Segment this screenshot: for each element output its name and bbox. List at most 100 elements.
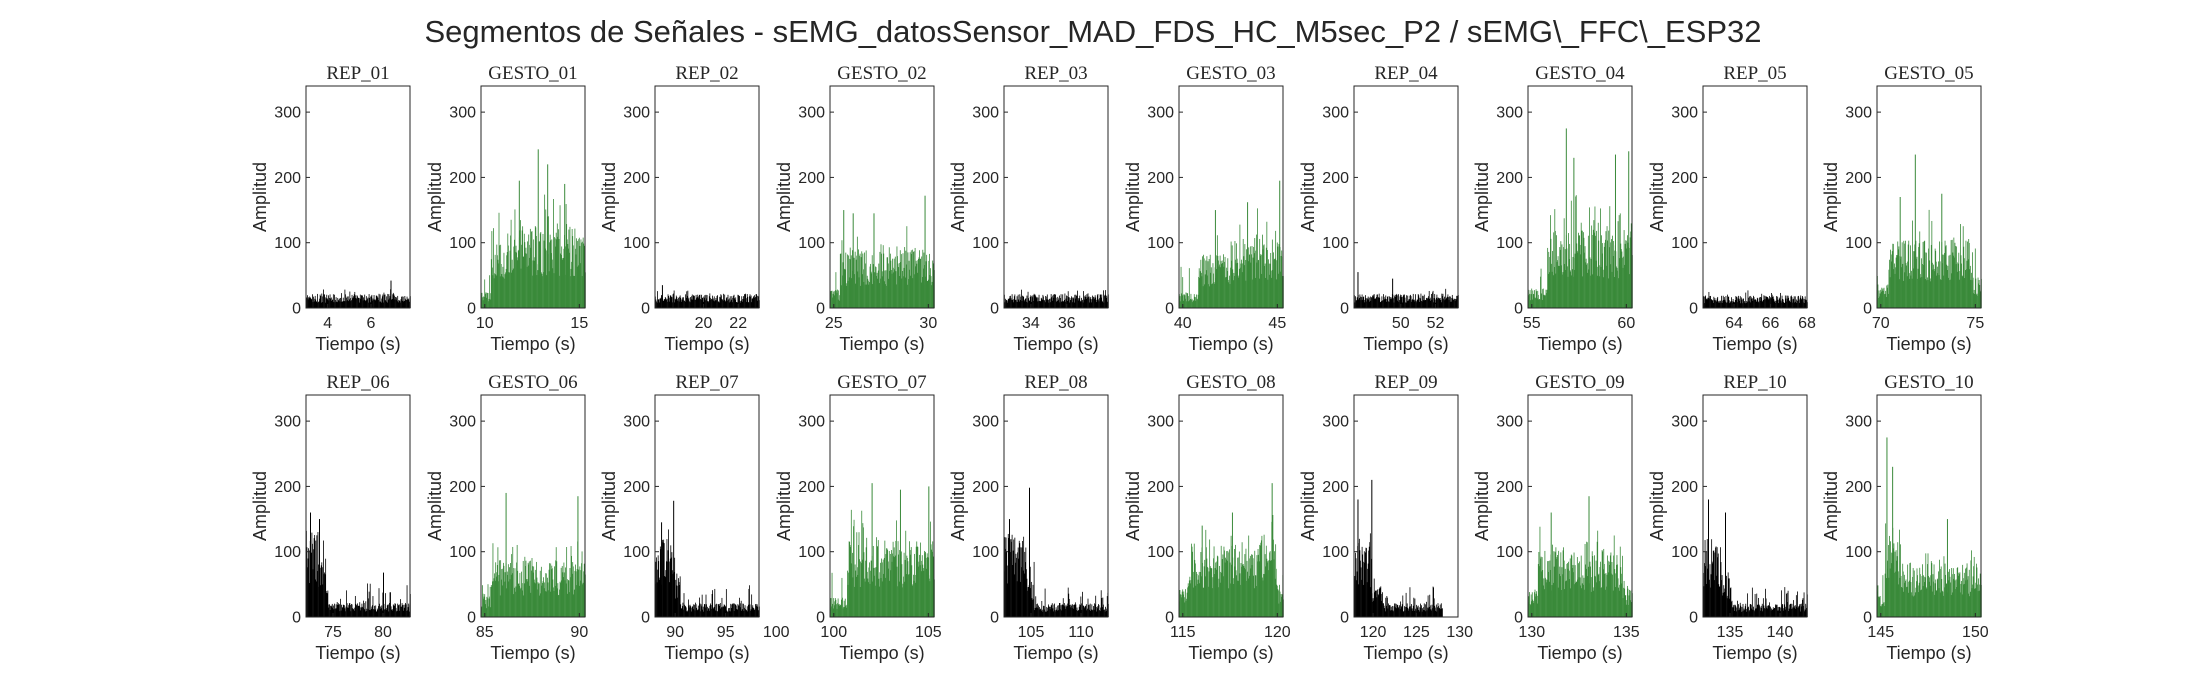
signal-bar: [1704, 563, 1705, 617]
signal-bar: [1615, 587, 1617, 617]
signal-bar: [1763, 605, 1765, 617]
signal-bar: [1396, 295, 1398, 308]
signal-bar: [1076, 295, 1078, 308]
signal-bar: [712, 300, 714, 308]
signal-bar: [693, 295, 695, 308]
signal-bar: [1429, 605, 1431, 617]
signal-bar: [1964, 278, 1966, 308]
signal-bar: [1726, 575, 1727, 617]
signal-bar: [354, 595, 356, 617]
x-tick-label: 130: [1518, 624, 1545, 641]
signal-bar: [1378, 589, 1380, 617]
signal-bar: [836, 290, 837, 308]
signal-bar: [530, 247, 532, 308]
signal-bar: [350, 301, 352, 308]
signal-bar: [349, 291, 351, 308]
signal-bar: [1956, 262, 1958, 308]
signal-bar: [1051, 300, 1053, 308]
signal-bar: [1719, 300, 1721, 308]
signal-bar: [1059, 602, 1061, 617]
signal-bar: [718, 302, 720, 308]
signal-bar: [356, 605, 358, 617]
signal-bar: [675, 579, 677, 617]
signal-bar: [1081, 297, 1082, 308]
signal-bar: [1198, 276, 1200, 308]
signal-bar: [1237, 262, 1239, 308]
signal-bar: [383, 292, 385, 308]
signal-bar: [1954, 242, 1956, 308]
signal-bar: [312, 543, 313, 617]
signal-bar: [367, 583, 368, 617]
signal-bar: [842, 262, 844, 308]
signal-bar: [350, 605, 351, 617]
x-tick-label: 135: [1717, 624, 1744, 641]
signal-bar: [904, 559, 906, 617]
signal-bar: [880, 278, 881, 308]
signal-bar: [1878, 596, 1879, 617]
signal-bar: [916, 263, 918, 308]
signal-bar: [532, 275, 533, 308]
signal-bar: [1754, 611, 1755, 617]
signal-bar: [543, 272, 544, 308]
signal-bar: [1959, 271, 1961, 308]
signal-bar: [370, 610, 372, 617]
signal-bar: [1929, 585, 1931, 617]
signal-bar: [508, 272, 510, 308]
signal-bar: [1241, 566, 1242, 617]
signal-bar: [1186, 598, 1187, 617]
signal-bar: [1214, 568, 1216, 617]
signal-bar: [1892, 548, 1894, 617]
signal-bar: [1369, 301, 1371, 308]
signal-bar: [511, 272, 513, 308]
signal-bar: [1433, 302, 1434, 308]
signal-bar: [1093, 297, 1095, 308]
signal-bar: [1205, 529, 1207, 617]
signal-bar: [559, 205, 561, 308]
signal-bar: [665, 570, 667, 617]
signal-bar: [1049, 606, 1050, 617]
signal-bar: [915, 546, 917, 617]
y-tick-label: 200: [274, 170, 301, 187]
signal-bar: [692, 295, 694, 308]
signal-bar: [1012, 565, 1014, 617]
signal-bar: [686, 295, 688, 308]
signal-bar: [1798, 295, 1799, 308]
signal-bar: [1586, 264, 1588, 308]
signal-bar: [732, 297, 734, 308]
signal-bar: [1776, 299, 1778, 308]
signal-bar: [1410, 294, 1411, 308]
signal-bar: [1421, 300, 1422, 308]
signal-bar: [1552, 251, 1553, 308]
signal-bar: [1411, 301, 1412, 308]
signal-bar: [1277, 246, 1279, 308]
signal-bar: [1412, 298, 1414, 308]
signal-bar: [1436, 611, 1438, 617]
signal-bar: [1886, 287, 1888, 308]
signal-bar: [1964, 583, 1966, 617]
signal-bar: [1417, 299, 1419, 308]
signal-bar: [1438, 298, 1440, 308]
signal-bar: [1242, 238, 1244, 308]
signal-bar: [1797, 591, 1798, 617]
signal-bar: [857, 574, 859, 617]
signal-bar: [1378, 595, 1379, 617]
signal-bar: [1371, 297, 1372, 308]
signal-bar: [1227, 258, 1229, 308]
signal-bar: [1576, 250, 1578, 308]
signal-bar: [675, 299, 677, 308]
signal-bar: [870, 570, 871, 617]
signal-bar: [582, 584, 583, 617]
signal-bar: [1084, 299, 1086, 308]
signal-bar: [845, 285, 847, 308]
signal-bar: [331, 606, 333, 617]
signal-bar: [1017, 547, 1019, 617]
signal-bar: [1800, 295, 1802, 308]
signal-bar: [1705, 566, 1706, 617]
signal-bar: [735, 297, 737, 308]
signal-bar: [668, 295, 669, 308]
signal-bar: [495, 275, 497, 308]
signal-bar: [1035, 596, 1037, 617]
signal-bar: [522, 256, 524, 308]
y-tick-label: 100: [1671, 544, 1698, 561]
signal-bar: [1797, 296, 1799, 308]
